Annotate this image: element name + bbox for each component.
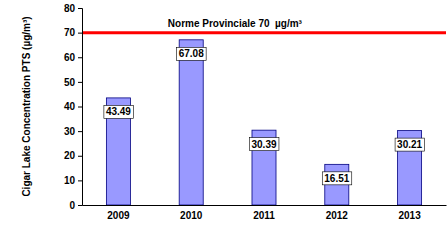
reference-line — [82, 31, 446, 34]
y-tick-mark — [78, 205, 82, 206]
y-tick: 70 — [64, 27, 82, 38]
x-tick: 2010 — [180, 205, 203, 221]
data-label-box — [177, 47, 206, 60]
data-label-text: 43.49 — [106, 106, 131, 117]
x-axis: 2009 2010 2011 2012 2013 — [83, 205, 447, 221]
y-tick-label: 10 — [64, 175, 76, 186]
data-label-text: 30.39 — [251, 139, 276, 150]
data-label: 43.49 — [104, 105, 133, 118]
y-axis-title: Cigar Lake Concentration PTS (µg/m³) — [21, 16, 32, 196]
data-label-text: 16.51 — [324, 173, 349, 184]
x-tick-label: 2010 — [180, 210, 203, 221]
y-tick-mark — [78, 33, 82, 34]
data-label-box — [322, 172, 351, 185]
plot: 0 10 20 30 40 50 60 70 80 2009 2010 2011 2012 2013 43.… — [64, 3, 447, 221]
x-tick: 2012 — [326, 205, 349, 221]
y-tick-label: 0 — [69, 200, 75, 211]
marks — [82, 33, 446, 205]
y-tick-label: 60 — [64, 52, 76, 63]
chart: 0 10 20 30 40 50 60 70 80 2009 2010 2011 2012 2013 43.… — [0, 0, 448, 233]
y-tick: 80 — [64, 3, 82, 14]
annotation: Norme Provinciale 70 µg/m³ — [168, 18, 303, 29]
bar — [106, 98, 130, 205]
y-tick: 40 — [64, 101, 82, 112]
y-tick-label: 70 — [64, 27, 76, 38]
x-axis-line — [83, 205, 447, 206]
y-tick: 30 — [64, 126, 82, 137]
y-tick: 0 — [69, 200, 82, 211]
data-labels: 43.49 67.08 30.39 16.51 30.21 — [104, 47, 425, 185]
x-tick-label: 2009 — [107, 210, 130, 221]
data-label-text: 67.08 — [179, 48, 204, 59]
data-label-box — [249, 138, 278, 151]
bar — [398, 131, 422, 205]
y-tick: 50 — [64, 77, 82, 88]
y-tick-mark — [78, 131, 82, 132]
y-tick-label: 80 — [64, 3, 76, 14]
data-label: 16.51 — [322, 172, 351, 185]
y-tick-mark — [78, 82, 82, 83]
y-tick-mark — [78, 57, 82, 58]
bar — [252, 130, 276, 205]
x-tick-label: 2013 — [398, 210, 421, 221]
y-tick: 20 — [64, 150, 82, 161]
data-label: 67.08 — [177, 47, 206, 60]
bar — [179, 40, 203, 205]
y-tick-label: 30 — [64, 126, 76, 137]
x-tick: 2013 — [398, 205, 421, 221]
y-axis-line — [78, 9, 83, 206]
y-tick: 10 — [64, 175, 82, 186]
x-tick: 2009 — [107, 205, 130, 221]
y-tick-mark — [78, 8, 82, 9]
data-label: 30.21 — [395, 138, 424, 151]
y-tick-label: 20 — [64, 150, 76, 161]
y-tick: 60 — [64, 52, 82, 63]
data-label-box — [104, 105, 133, 118]
y-axis: 0 10 20 30 40 50 60 70 80 — [64, 3, 83, 211]
y-tick-mark — [78, 107, 82, 108]
x-tick-label: 2012 — [326, 210, 349, 221]
y-tick-label: 50 — [64, 77, 76, 88]
y-tick-mark — [78, 156, 82, 157]
data-label-text: 30.21 — [397, 139, 422, 150]
y-tick-mark — [78, 180, 82, 181]
x-tick: 2011 — [253, 205, 275, 221]
y-tick-label: 40 — [64, 101, 76, 112]
data-label: 30.39 — [249, 138, 278, 151]
data-label-box — [395, 138, 424, 151]
x-tick-label: 2011 — [253, 210, 275, 221]
